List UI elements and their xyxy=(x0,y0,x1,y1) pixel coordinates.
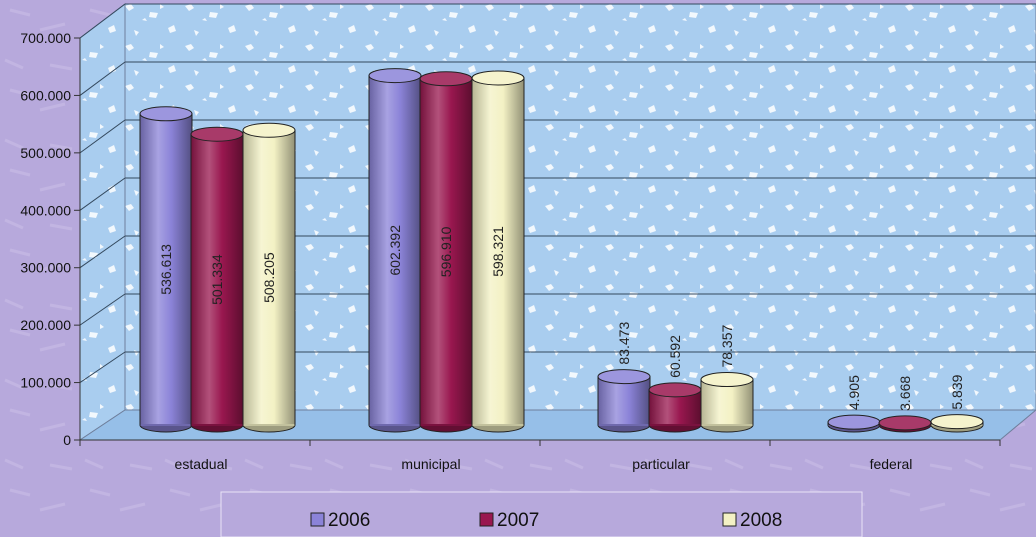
bar: 536.613 xyxy=(139,106,193,433)
data-label: 501.334 xyxy=(209,254,225,305)
data-label: 3.668 xyxy=(897,376,913,411)
x-tick-label: federal xyxy=(870,456,913,472)
bar-top xyxy=(700,372,754,388)
data-label: 60.592 xyxy=(667,335,683,378)
data-label: 78.357 xyxy=(719,325,735,368)
bar-base-fill xyxy=(420,424,472,426)
bar-base-fill xyxy=(649,424,701,426)
data-label: 596.910 xyxy=(438,226,454,277)
x-tick-label: municipal xyxy=(401,456,460,472)
y-tick-label: 200.000 xyxy=(20,317,71,333)
legend-swatch xyxy=(310,512,325,527)
bar-top xyxy=(368,68,422,84)
bar-base-fill xyxy=(701,424,753,426)
data-label: 5.839 xyxy=(949,374,965,409)
gridline-side xyxy=(79,293,126,326)
bar-top xyxy=(471,70,525,86)
bar-top xyxy=(930,414,984,430)
plot-side-wall xyxy=(79,2,126,441)
data-label: 83.473 xyxy=(616,322,632,365)
bar-top xyxy=(648,382,702,398)
legend-label: 2006 xyxy=(328,510,370,531)
bar-top xyxy=(139,106,193,122)
y-tick-label: 0 xyxy=(63,432,71,448)
bars-layer: 536.613 501.334 508.205 602.392 596.910 598.3… xyxy=(139,68,984,433)
bar: 3.668 xyxy=(878,376,932,433)
bar-top xyxy=(190,126,244,142)
bar-top xyxy=(419,71,473,87)
bar: 78.357 xyxy=(700,325,754,433)
x-axis-labels: estadual municipal particular federal xyxy=(79,440,1001,472)
bar: 501.334 xyxy=(190,126,244,433)
bar: 508.205 xyxy=(242,122,296,433)
bar-top xyxy=(597,369,651,385)
bar-base-fill xyxy=(472,424,524,426)
y-tick-label: 400.000 xyxy=(20,202,71,218)
y-tick-label: 500.000 xyxy=(20,145,71,161)
legend-item: 2007 xyxy=(479,510,539,531)
gridline-side xyxy=(79,61,126,96)
bar: 598.321 xyxy=(471,70,525,433)
bar: 83.473 xyxy=(597,322,651,433)
y-axis-ticks: 0 100.000 200.000 300.000 400.000 500.000 600.… xyxy=(20,30,1000,448)
bar-body xyxy=(471,77,525,426)
data-label: 598.321 xyxy=(490,226,506,277)
bar-base-fill xyxy=(140,424,192,426)
y-tick-label: 100.000 xyxy=(20,375,71,391)
legend-box xyxy=(220,491,863,537)
bar-top xyxy=(878,415,932,431)
legend: 2006 2007 2008 xyxy=(220,491,863,537)
gridline-side xyxy=(79,3,126,39)
bar-body xyxy=(242,129,296,426)
legend-item: 2008 xyxy=(722,510,782,531)
data-label: 4.905 xyxy=(846,375,862,410)
gridline-side xyxy=(79,177,126,211)
legend-swatch xyxy=(722,512,737,527)
legend-swatch xyxy=(479,512,494,527)
y-tick-label: 600.000 xyxy=(20,87,71,103)
bar: 602.392 xyxy=(368,68,422,433)
legend-label: 2007 xyxy=(497,510,539,531)
y-tick-label: 700.000 xyxy=(20,30,71,46)
bar-body xyxy=(190,133,244,426)
bar-top xyxy=(827,414,881,430)
gridline-side xyxy=(79,351,126,383)
bar: 596.910 xyxy=(419,71,473,433)
x-tick-label: estadual xyxy=(175,456,228,472)
bar: 60.592 xyxy=(648,335,702,433)
bar-base-fill xyxy=(191,424,243,426)
legend-item: 2006 xyxy=(310,510,370,531)
data-label: 602.392 xyxy=(387,225,403,276)
bar-base-fill xyxy=(598,424,650,426)
gridline-side xyxy=(79,235,126,269)
x-tick-label: particular xyxy=(632,456,690,472)
legend-label: 2008 xyxy=(740,510,782,531)
bar: 5.839 xyxy=(930,374,984,433)
gridline-side xyxy=(79,119,126,154)
data-label: 536.613 xyxy=(158,244,174,295)
bar-base-fill xyxy=(369,424,421,426)
bar-top xyxy=(242,122,296,138)
bar-body xyxy=(419,78,473,426)
y-tick-label: 300.000 xyxy=(20,260,71,276)
bar: 4.905 xyxy=(827,375,881,433)
bar-body xyxy=(597,376,651,426)
data-label: 508.205 xyxy=(261,252,277,303)
bar-base-fill xyxy=(243,424,295,426)
